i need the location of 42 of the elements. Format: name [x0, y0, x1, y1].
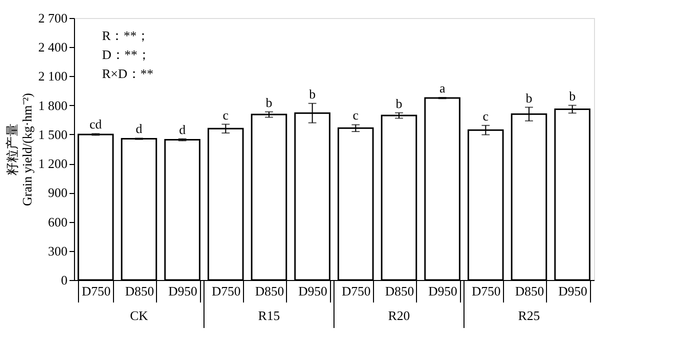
- y-tick-label: 900: [48, 185, 68, 200]
- x-tick-label: D950: [298, 284, 328, 298]
- x-tick-label: D850: [515, 284, 544, 298]
- data-label: c: [222, 107, 229, 122]
- y-axis-title: 籽粒产量 Grain yield/(kg·hm⁻²): [4, 93, 34, 206]
- text: R15: [258, 308, 280, 323]
- data-label: b: [266, 94, 272, 110]
- x-tick-label: D750: [212, 284, 241, 298]
- data-label: b: [309, 86, 316, 102]
- data-label: c: [352, 108, 359, 123]
- y-tick-label: 2 400: [38, 40, 68, 55]
- text: R25: [518, 308, 540, 323]
- y-tick-label: 2 100: [38, 68, 68, 84]
- annotation: R×D：**: [102, 66, 154, 81]
- x-tick-label: D750: [342, 284, 371, 298]
- x-tick-label: D850: [255, 284, 284, 298]
- x-tick-label: D750: [472, 284, 501, 298]
- y-tick-label: 2 700: [38, 10, 68, 26]
- x-tick-label: D950: [168, 284, 198, 298]
- data-label: a: [439, 80, 446, 96]
- data-label: c: [482, 108, 489, 124]
- data-label: b: [526, 90, 532, 106]
- data-label: b: [396, 96, 402, 111]
- data-label: d: [179, 122, 186, 137]
- x-tick-label: D850: [125, 284, 154, 298]
- y-tick-label: 1 200: [38, 156, 68, 172]
- annotation: R：**；: [102, 28, 150, 43]
- y-tick-label: 1 800: [38, 98, 68, 113]
- x-tick-label: D950: [428, 284, 458, 298]
- x-tick-label: D750: [82, 284, 111, 298]
- y-tick-label: 600: [48, 214, 68, 230]
- x-tick-label: D950: [558, 284, 588, 298]
- y-tick-label: 1 500: [38, 126, 68, 142]
- text: R20: [388, 308, 410, 323]
- annotation: D：**；: [102, 47, 150, 62]
- text: CK: [130, 308, 149, 323]
- data-label: b: [569, 88, 576, 104]
- x-tick-label: D850: [385, 284, 414, 298]
- data-label: cd: [90, 116, 102, 132]
- y-tick-label: 0: [61, 272, 68, 288]
- data-label: d: [136, 121, 143, 136]
- y-tick-label: 300: [48, 243, 68, 258]
